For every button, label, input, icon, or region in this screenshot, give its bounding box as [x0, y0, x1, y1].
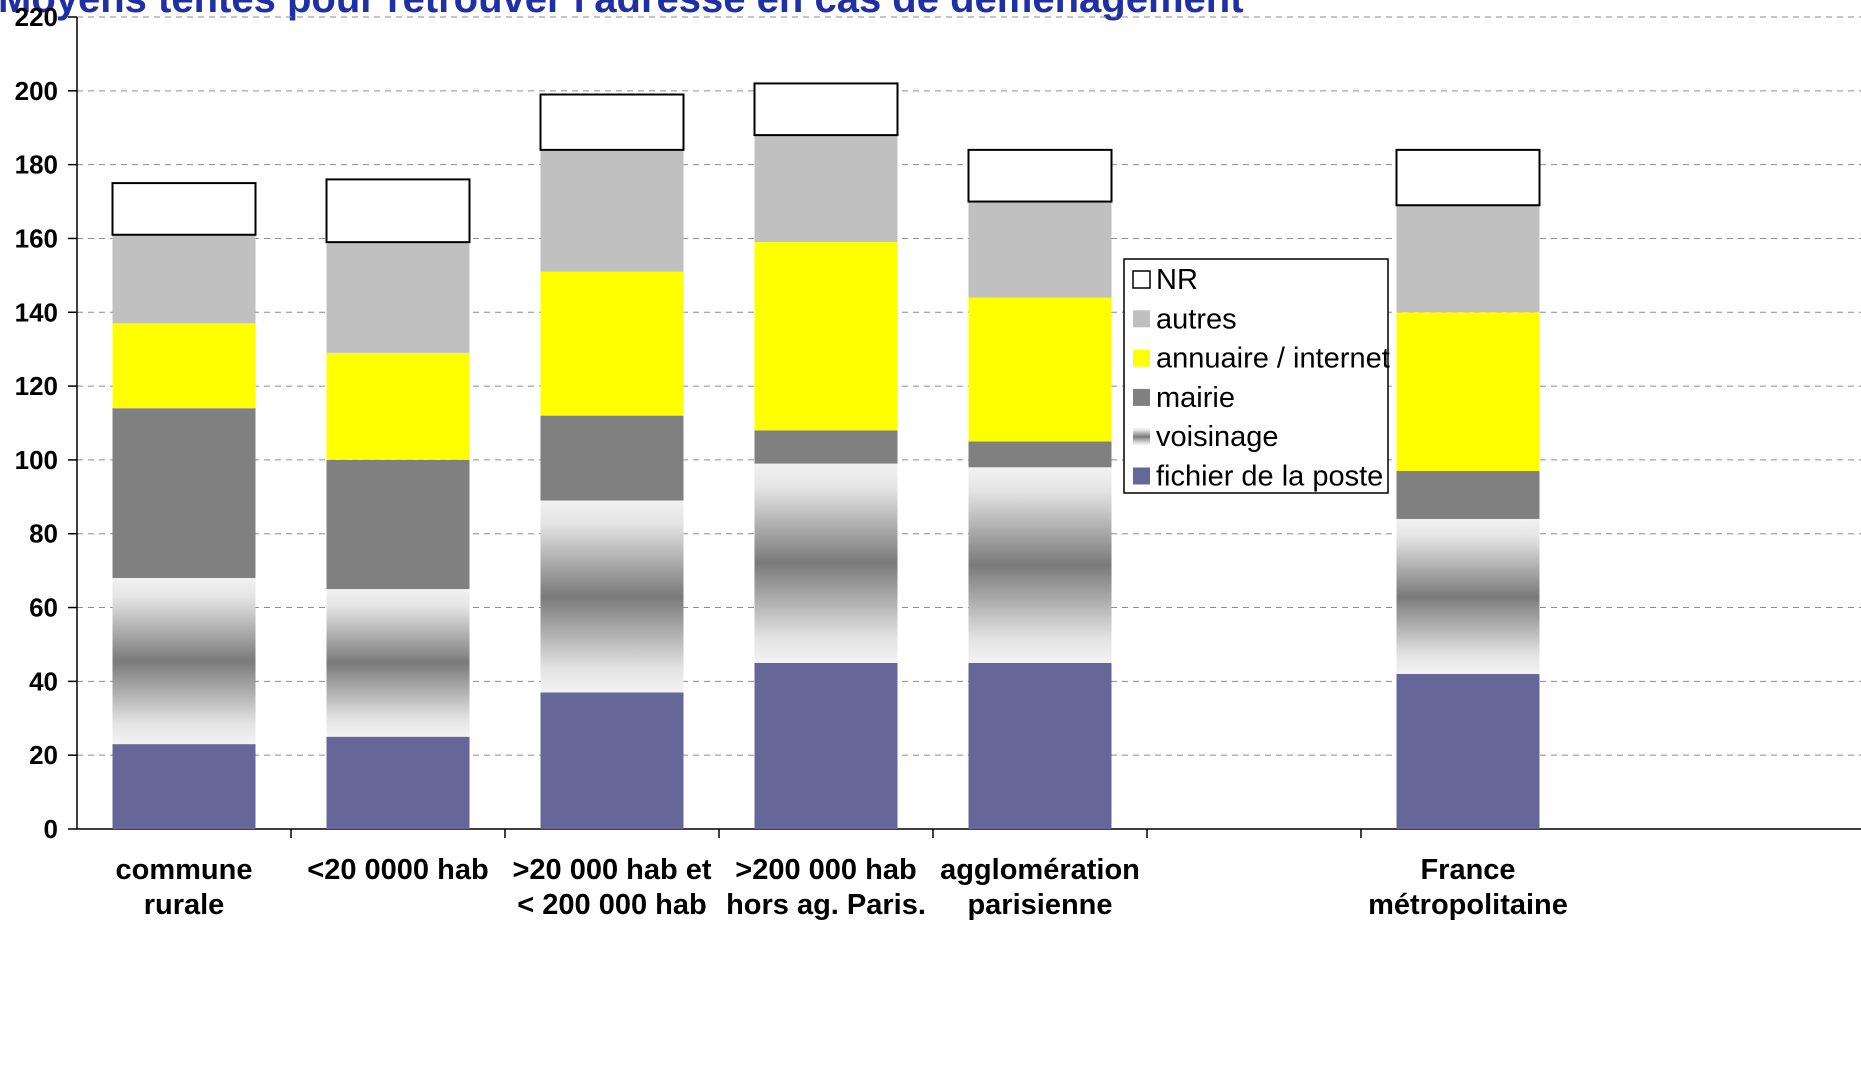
y-tick-label: 0: [44, 814, 58, 844]
legend-label-annuaire-internet: annuaire / internet: [1156, 343, 1390, 375]
y-tick-label: 160: [15, 223, 58, 253]
legend-label-voisinage: voisinage: [1156, 421, 1279, 453]
bar-voisinage: [326, 589, 470, 737]
legend-label-autres: autres: [1156, 303, 1237, 335]
bar-nr: [111, 182, 257, 236]
bar-voisinage: [968, 467, 1112, 663]
x-category-label: France: [1420, 854, 1515, 886]
bar-annuaire-internet: [1396, 312, 1540, 471]
x-category-label: >20 000 hab et: [512, 854, 711, 886]
bar-voisinage: [754, 463, 898, 663]
legend-swatch-mairie: [1133, 388, 1150, 406]
y-tick-label: 20: [29, 740, 58, 770]
y-tick-label: 60: [29, 593, 58, 623]
bar-mairie: [754, 430, 898, 464]
bar-fichier-de-la-poste: [112, 744, 256, 829]
legend-label-nr: NR: [1156, 264, 1198, 296]
bar-autres: [112, 234, 256, 324]
bar-nr: [539, 93, 685, 151]
x-category-label: hors ag. Paris.: [726, 889, 926, 921]
axis-labels: 0 20 40 60 80 100 120 140 160 180 200 220 communerur…: [15, 2, 1568, 921]
bar-nr: [967, 148, 1113, 203]
bar-autres: [968, 201, 1112, 298]
x-category-label: commune: [116, 854, 253, 886]
bar-fichier-de-la-poste: [326, 736, 470, 829]
legend-swatch-autres: [1133, 310, 1150, 328]
bar-voisinage: [1396, 518, 1540, 674]
y-tick-label: 80: [29, 519, 58, 549]
legend-label-fichier-de-la-poste: fichier de la poste: [1156, 461, 1383, 493]
bar-annuaire-internet: [968, 297, 1112, 442]
bar-mairie: [968, 441, 1112, 468]
legend-box: [1123, 258, 1389, 494]
bar-nr: [325, 178, 471, 244]
bar-annuaire-internet: [754, 242, 898, 431]
bar-autres: [326, 242, 470, 353]
bar-fichier-de-la-poste: [968, 662, 1112, 829]
y-tick-label: 180: [15, 150, 58, 180]
y-tick-label: 200: [15, 76, 58, 106]
bar-voisinage: [540, 500, 684, 693]
legend-swatch-annuaire-internet: [1133, 349, 1150, 367]
y-tick-label: 220: [15, 2, 58, 32]
bar-autres: [1396, 205, 1540, 313]
x-category-label: <20 0000 hab: [307, 854, 488, 886]
bar-fichier-de-la-poste: [754, 662, 898, 829]
legend: NR autres annuaire / internet mairie voisina…: [1123, 258, 1390, 494]
y-tick-label: 140: [15, 297, 58, 327]
y-tick-label: 100: [15, 445, 58, 475]
bar-mairie: [1396, 470, 1540, 519]
x-category-label: agglomération: [940, 854, 1140, 886]
y-tick-label: 120: [15, 371, 58, 401]
bar-annuaire-internet: [326, 352, 470, 460]
x-category-label: < 200 000 hab: [517, 889, 706, 921]
chart-title: Moyens tentés pour retrouver l'adresse e…: [0, 0, 1244, 21]
x-category-label: >200 000 hab: [735, 854, 916, 886]
legend-swatch-nr: [1132, 270, 1151, 289]
legend-label-mairie: mairie: [1156, 382, 1235, 414]
bar-annuaire-internet: [540, 271, 684, 416]
bar-mairie: [326, 459, 470, 590]
bar-fichier-de-la-poste: [540, 692, 684, 829]
bar-nr: [753, 82, 899, 137]
bar-mairie: [540, 415, 684, 501]
bar-annuaire-internet: [112, 323, 256, 409]
bar-autres: [754, 135, 898, 243]
bar-autres: [540, 149, 684, 272]
bar-nr: [1395, 148, 1541, 207]
bar-mairie: [112, 408, 256, 579]
x-category-label: métropolitaine: [1368, 889, 1568, 921]
x-category-label: rurale: [144, 889, 225, 921]
x-category-label: parisienne: [967, 889, 1112, 921]
y-tick-label: 40: [29, 666, 58, 696]
legend-swatch-voisinage: [1133, 428, 1150, 446]
bar-voisinage: [112, 578, 256, 745]
legend-swatch-fichier-de-la-poste: [1133, 467, 1150, 485]
bars: [111, 82, 1541, 829]
bar-fichier-de-la-poste: [1396, 673, 1540, 829]
